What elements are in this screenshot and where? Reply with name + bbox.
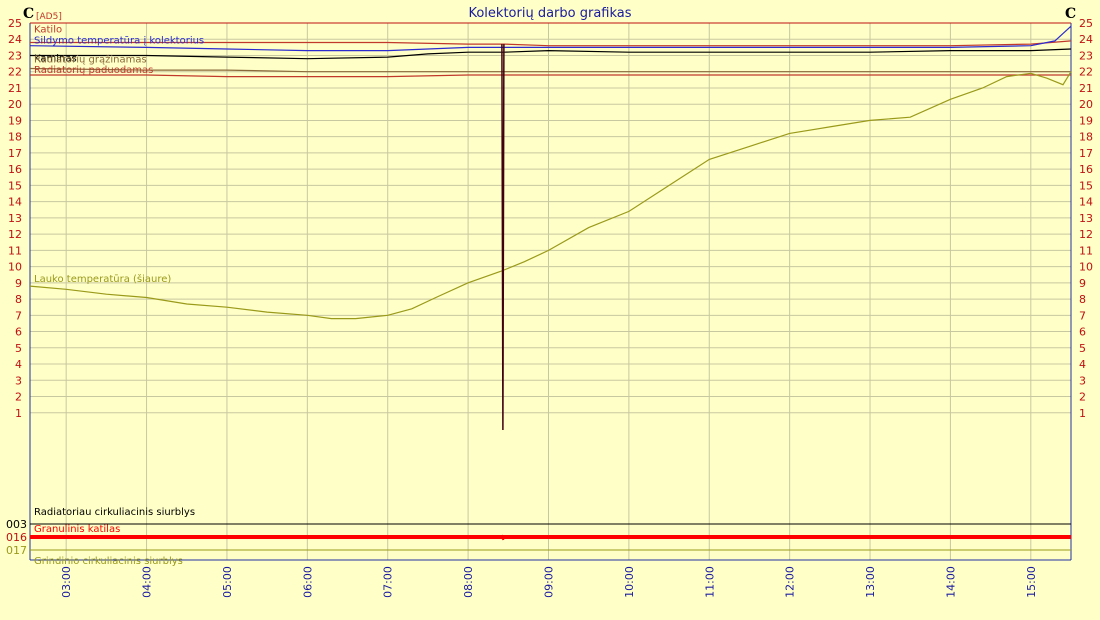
y-tick-label-right: 10 <box>1079 261 1093 274</box>
y-unit-right: C <box>1065 6 1076 22</box>
y-tick-label-left: 13 <box>8 212 22 225</box>
digital-channel-id: 003 <box>6 518 27 531</box>
y-tick-label-right: 16 <box>1079 163 1093 176</box>
series-label: Katilo <box>34 24 62 35</box>
y-tick-label-left: 9 <box>15 277 22 290</box>
series-line <box>29 67 1071 73</box>
series-label: Kaminas <box>34 53 77 64</box>
x-tick-label: 03:00 <box>60 566 73 598</box>
series-dropout <box>501 44 505 431</box>
y-tick-label-right: 1 <box>1079 407 1086 420</box>
series-line <box>29 71 1072 320</box>
series-label: Radiatorių paduodamas <box>34 65 153 76</box>
digital-channel-id: 017 <box>6 544 27 557</box>
y-tick-label-right: 3 <box>1079 374 1086 387</box>
grid <box>30 22 1071 560</box>
y-tick-label-right: 20 <box>1079 98 1093 111</box>
y-tick-label-left: 19 <box>8 114 22 127</box>
y-tick-label-right: 22 <box>1079 66 1093 79</box>
chart-title: Kolektorių darbo grafikas <box>468 6 631 21</box>
series-line <box>30 40 1072 47</box>
y-tick-label-left: 15 <box>8 179 22 192</box>
y-tick-label-right: 15 <box>1079 179 1093 192</box>
y-tick-label-right: 8 <box>1079 293 1086 306</box>
x-tick-label: 04:00 <box>141 566 154 598</box>
x-tick-label: 06:00 <box>301 566 314 598</box>
digital-channel-label: Grindinio cirkuliacinis siurblys <box>34 556 183 567</box>
digital-channel-label: Radiatoriau cirkuliacinis siurblys <box>34 507 195 518</box>
x-tick-label: 10:00 <box>623 566 636 598</box>
x-tick-label: 12:00 <box>784 566 797 598</box>
x-tick-label: 13:00 <box>864 566 877 598</box>
y-tick-label-left: 4 <box>15 358 22 371</box>
digital-channel-glitch <box>500 534 505 541</box>
series-label: Lauko temperatūra (šiaure) <box>34 273 171 285</box>
y-tick-label-right: 6 <box>1079 326 1086 339</box>
y-tick-label-left: 12 <box>8 228 22 241</box>
y-tick-label-left: 20 <box>8 98 22 111</box>
y-tick-label-left: 17 <box>8 147 22 160</box>
x-tick-label: 05:00 <box>221 566 234 598</box>
x-tick-label: 15:00 <box>1025 566 1038 598</box>
source-tag: [AD5] <box>36 12 62 22</box>
y-tick-label-right: 25 <box>1079 17 1093 30</box>
digital-channel-id: 016 <box>6 531 27 544</box>
y-tick-label-right: 9 <box>1079 277 1086 290</box>
y-tick-label-left: 11 <box>8 244 22 257</box>
y-tick-label-right: 23 <box>1079 49 1093 62</box>
y-tick-label-left: 25 <box>8 17 22 30</box>
series-label: Sildymo temperatūra į kolektorius <box>34 36 204 47</box>
series-line <box>30 48 1072 60</box>
y-tick-label-right: 17 <box>1079 147 1093 160</box>
y-tick-label-left: 8 <box>15 293 22 306</box>
digital-channel-bar <box>30 535 1071 539</box>
y-tick-label-right: 4 <box>1079 358 1086 371</box>
y-tick-label-left: 14 <box>8 196 22 209</box>
y-tick-label-left: 24 <box>8 33 22 46</box>
y-tick-label-left: 6 <box>15 326 22 339</box>
x-tick-label: 09:00 <box>542 566 555 598</box>
digital-channel-label: Granulinis katilas <box>34 524 120 535</box>
x-tick-label: 08:00 <box>462 566 475 598</box>
y-tick-label-left: 23 <box>8 49 22 62</box>
x-tick-label: 11:00 <box>703 566 716 598</box>
series-line <box>29 25 1072 52</box>
y-tick-label-right: 5 <box>1079 342 1086 355</box>
x-tick-label: 14:00 <box>944 566 957 598</box>
series-line <box>30 74 1071 78</box>
y-tick-label-right: 24 <box>1079 33 1093 46</box>
y-tick-label-right: 18 <box>1079 131 1093 144</box>
y-tick-label-left: 10 <box>8 261 22 274</box>
y-tick-label-right: 7 <box>1079 309 1086 322</box>
y-tick-label-right: 2 <box>1079 391 1086 404</box>
y-tick-label-right: 11 <box>1079 244 1093 257</box>
y-unit-left: C <box>23 6 34 22</box>
y-tick-label-left: 21 <box>8 82 22 95</box>
y-tick-label-right: 14 <box>1079 196 1093 209</box>
y-tick-label-left: 2 <box>15 391 22 404</box>
digital-channels: 003 Radiatoriau cirkuliacinis siurblys 016… <box>6 507 1071 567</box>
y-tick-label-left: 22 <box>8 66 22 79</box>
y-tick-label-right: 19 <box>1079 114 1093 127</box>
series-label: Radiatorių grąžinamas <box>34 53 147 65</box>
y-tick-label-left: 1 <box>15 407 22 420</box>
y-tick-label-left: 3 <box>15 374 22 387</box>
y-tick-label-left: 16 <box>8 163 22 176</box>
y-tick-label-right: 21 <box>1079 82 1093 95</box>
y-tick-label-left: 5 <box>15 342 22 355</box>
y-tick-label-left: 18 <box>8 131 22 144</box>
y-tick-label-right: 12 <box>1079 228 1093 241</box>
y-tick-label-right: 13 <box>1079 212 1093 225</box>
x-tick-label: 07:00 <box>382 566 395 598</box>
y-tick-label-left: 7 <box>15 309 22 322</box>
